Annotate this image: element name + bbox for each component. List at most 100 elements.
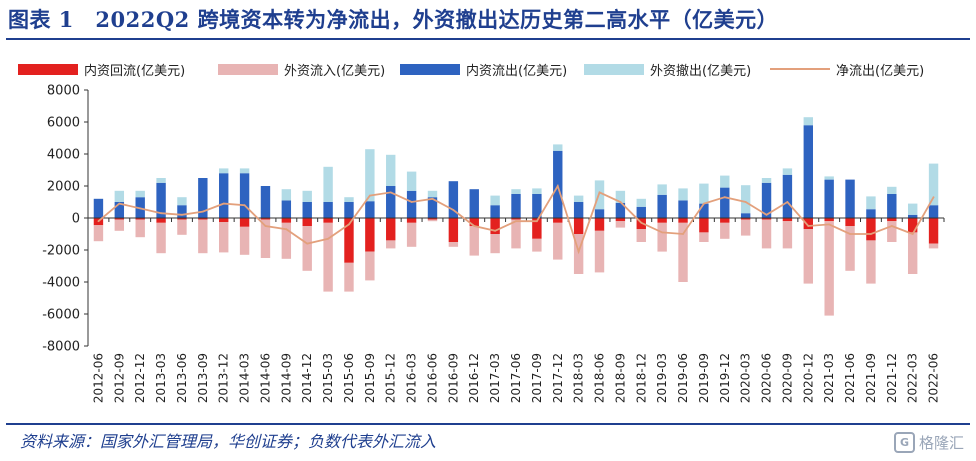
bar-inner-outflow [198, 178, 208, 218]
net-outflow-point [640, 221, 643, 224]
legend-label-inner-outflow: 内资流出(亿美元) [466, 63, 568, 79]
bar-foreign-inflow [302, 226, 312, 271]
x-tick-label: 2014-03 [238, 353, 252, 403]
bar-inner-return [365, 218, 375, 252]
bar-foreign-withdraw [573, 195, 584, 202]
bar-inner-outflow [260, 186, 271, 218]
bar-inner-return [219, 218, 229, 222]
bar-foreign-withdraw [490, 195, 500, 206]
bar-inner-return [573, 218, 584, 234]
net-outflow-point [870, 233, 872, 235]
bar-inner-return [761, 218, 772, 220]
bar-foreign-withdraw [239, 168, 250, 174]
net-outflow-point [849, 233, 851, 235]
net-outflow-point [703, 202, 705, 205]
bar-inner-return [177, 218, 187, 220]
bar-inner-outflow [907, 214, 918, 218]
bar-foreign-withdraw [386, 154, 396, 186]
bar-inner-return [553, 218, 563, 223]
bar-foreign-inflow [511, 219, 521, 249]
legend-item-foreign-inflow: 外资流入(亿美元) [218, 58, 385, 80]
bar-foreign-inflow [553, 222, 563, 260]
bar-inner-outflow [803, 125, 813, 218]
bar-inner-outflow [302, 202, 312, 218]
bar-foreign-withdraw [824, 176, 834, 180]
bar-foreign-inflow [386, 240, 396, 249]
bar-foreign-withdraw [177, 197, 187, 206]
x-tick-label: 2013-03 [154, 353, 168, 403]
bar-foreign-inflow [93, 225, 104, 242]
x-tick-label: 2015-12 [384, 353, 398, 403]
legend-item-foreign-withdraw: 外资撤出(亿美元) [584, 58, 751, 80]
x-tick-label: 2019-03 [655, 353, 669, 403]
bar-inner-return [657, 218, 667, 223]
net-outflow-point [410, 201, 413, 203]
bar-foreign-withdraw [615, 190, 626, 203]
bar-inner-outflow [824, 179, 834, 218]
x-tick-label: 2014-09 [279, 353, 293, 403]
legend-swatch-net-outflow [770, 68, 830, 70]
bar-inner-outflow [636, 206, 646, 218]
x-tick-label: 2017-09 [530, 353, 544, 403]
bar-inner-outflow [386, 186, 396, 218]
bar-inner-return [699, 218, 709, 233]
bar-foreign-withdraw [699, 183, 709, 204]
bar-foreign-withdraw [323, 166, 333, 202]
x-tick-label: 2022-03 [906, 353, 920, 403]
bar-inner-return [198, 218, 208, 220]
x-tick-label: 2014-12 [300, 353, 314, 403]
net-outflow-point [222, 202, 225, 205]
bar-inner-return [740, 218, 751, 220]
bar-foreign-inflow [198, 219, 208, 254]
bar-inner-return [386, 218, 396, 241]
bar-foreign-withdraw [866, 196, 876, 210]
y-tick-label: -8000 [42, 340, 80, 355]
bar-inner-outflow [344, 202, 354, 218]
bar-inner-return [532, 218, 542, 239]
legend-item-inner-outflow: 内资流出(亿美元) [400, 58, 567, 80]
bar-foreign-withdraw [907, 203, 918, 215]
x-tick-label: 2013-06 [175, 353, 189, 403]
bar-foreign-inflow [803, 229, 813, 284]
legend-label-foreign-inflow: 外资流入(亿美元) [284, 63, 386, 79]
x-tick-label: 2016-06 [425, 353, 439, 403]
bar-inner-outflow [678, 200, 688, 218]
watermark-logo-icon: G [893, 432, 915, 453]
bar-inner-return [114, 218, 125, 220]
y-tick-label: 8000 [47, 84, 80, 99]
bar-foreign-withdraw [281, 189, 292, 201]
watermark: G 格隆汇 [893, 432, 964, 453]
bar-foreign-inflow [114, 219, 125, 231]
bar-foreign-withdraw [511, 189, 521, 194]
bar-inner-return [156, 218, 166, 223]
legend-item-net-outflow: 净流出(亿美元) [770, 58, 924, 80]
bar-inner-outflow [406, 190, 417, 218]
bar-inner-outflow [845, 179, 855, 218]
bar-inner-return [845, 218, 855, 226]
bar-inner-outflow [239, 173, 250, 218]
bar-inner-return [344, 218, 354, 263]
bar-inner-return [824, 218, 834, 222]
bar-foreign-inflow [239, 226, 250, 255]
bar-foreign-withdraw [406, 171, 417, 191]
bar-inner-outflow [615, 202, 626, 218]
y-tick-label: 2000 [47, 180, 80, 195]
bar-inner-return [323, 218, 333, 223]
x-tick-label: 2022-06 [927, 353, 941, 403]
legend-swatch-foreign-inflow [218, 63, 278, 75]
bar-foreign-inflow [323, 222, 333, 292]
bar-inner-return [594, 218, 605, 231]
x-tick-label: 2018-12 [634, 353, 648, 403]
bar-foreign-inflow [657, 222, 667, 252]
bar-inner-outflow [93, 198, 104, 218]
bar-foreign-withdraw [553, 144, 563, 151]
y-tick-label: 0 [72, 212, 80, 227]
net-outflow-point [535, 220, 538, 223]
bar-foreign-inflow [427, 219, 438, 222]
x-tick-label: 2013-09 [196, 353, 210, 403]
bar-foreign-withdraw [678, 188, 688, 201]
x-tick-label: 2020-12 [801, 353, 815, 403]
bar-inner-outflow [720, 187, 730, 218]
bar-inner-return [887, 218, 897, 222]
bars-positive-group [93, 117, 939, 218]
